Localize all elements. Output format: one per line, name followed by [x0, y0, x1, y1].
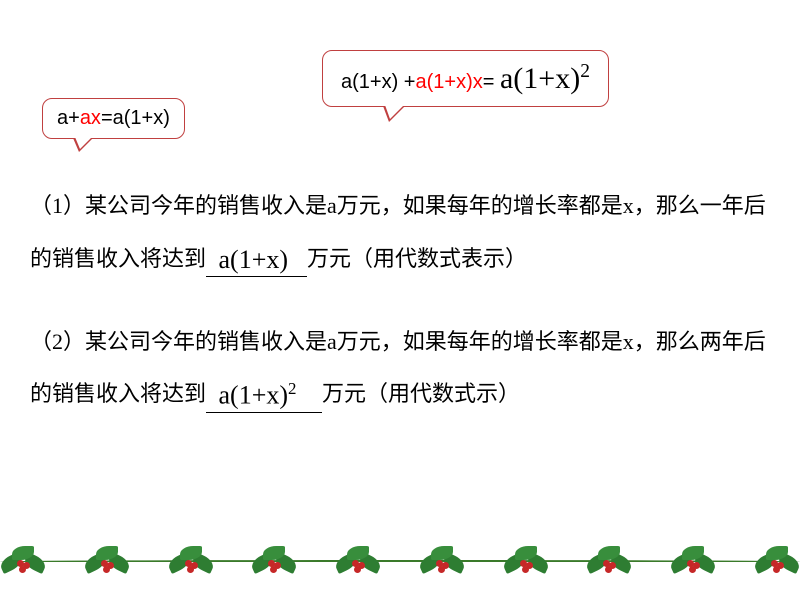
result-base: a(1+x) [500, 62, 580, 95]
callout-tail-icon [73, 138, 93, 152]
q2-answer: a(1+x)2 [206, 379, 322, 413]
callout-left-pre: a+ [57, 107, 80, 129]
q2-answer-exp: 2 [288, 379, 296, 398]
q2-answer-base: a(1+x) [219, 380, 289, 409]
body-text: （1）某公司今年的销售收入是a万元，如果每年的增长率都是x，那么一年后的销售收入… [30, 180, 770, 451]
question-1: （1）某公司今年的销售收入是a万元，如果每年的增长率都是x，那么一年后的销售收入… [30, 180, 770, 286]
holly-cluster-icon [251, 546, 297, 580]
garland-border-icon [0, 538, 800, 588]
holly-cluster-icon [419, 546, 465, 580]
holly-cluster-icon [168, 546, 214, 580]
holly-cluster-icon [670, 546, 716, 580]
holly-cluster-icon [586, 546, 632, 580]
holly-cluster-icon [335, 546, 381, 580]
callout-left: a+ax=a(1+x) [42, 98, 185, 139]
q1-answer: a(1+x) [206, 244, 307, 277]
holly-cluster-icon [84, 546, 130, 580]
callout-tail-icon [383, 106, 405, 122]
callout-right-pre: a(1+x) + [341, 71, 415, 93]
question-2: （2）某公司今年的销售收入是a万元，如果每年的增长率都是x，那么两年后的销售收入… [30, 316, 770, 422]
q2-unit: 万元（用代数式示） [322, 381, 520, 406]
holly-cluster-icon [754, 546, 800, 580]
result-exp: 2 [580, 61, 590, 82]
callout-right-result: a(1+x)2 [500, 62, 590, 95]
callout-right: a(1+x) +a(1+x)x= a(1+x)2 [322, 50, 609, 107]
callout-right-post: = [483, 71, 500, 93]
q1-answer-text: a(1+x) [219, 245, 289, 274]
holly-cluster-icon [503, 546, 549, 580]
callout-left-post: =a(1+x) [101, 107, 170, 129]
callout-right-mid: a(1+x)x [415, 71, 482, 93]
callout-left-mid: ax [80, 107, 101, 129]
holly-cluster-icon [0, 546, 46, 580]
q1-unit: 万元（用代数式表示） [307, 246, 527, 271]
